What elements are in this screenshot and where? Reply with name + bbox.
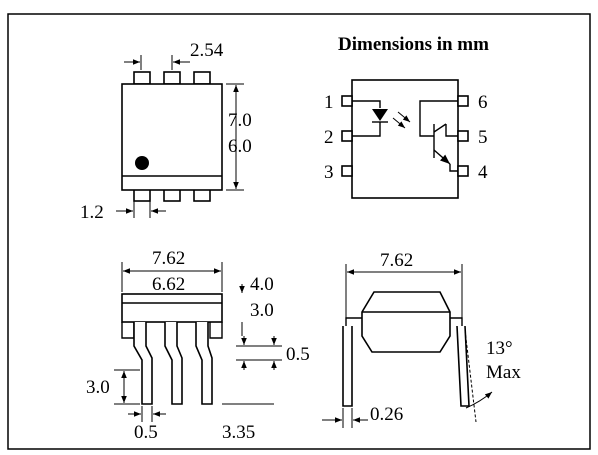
figure-title: Dimensions in mm — [338, 34, 489, 55]
pin-width-label: 1.2 — [80, 202, 104, 223]
pin-stub — [457, 165, 469, 177]
figure-border — [7, 13, 591, 450]
width-outer-label: 7.62 — [152, 248, 185, 269]
lead — [133, 322, 153, 405]
top-pin — [133, 71, 151, 85]
pin-stub — [341, 165, 353, 177]
pin-number: 6 — [478, 92, 488, 113]
pin-number: 5 — [478, 127, 488, 148]
pinout-diagram: 1 2 3 6 5 4 — [324, 79, 488, 199]
lead — [164, 322, 183, 405]
pin-number: 4 — [478, 162, 488, 183]
top-view: 2.54 7.0 6.0 1.2 — [80, 40, 252, 223]
pin-stub — [457, 130, 469, 142]
top-pin — [163, 71, 181, 85]
body-height-min-label: 3.0 — [250, 300, 274, 321]
pin-number: 2 — [324, 127, 334, 148]
bottom-pin — [133, 188, 151, 202]
end-lead — [342, 326, 353, 407]
seating-label: 3.35 — [222, 422, 255, 443]
package-body — [121, 83, 223, 191]
lead-gap-label: 0.5 — [286, 344, 310, 365]
angle-note-label: Max — [486, 362, 521, 383]
lead-length-label: 3.0 — [86, 377, 110, 398]
end-body — [361, 291, 451, 353]
pin-stub — [457, 95, 469, 107]
side-view: 7.62 6.62 4.0 3.0 0.5 3.0 — [86, 248, 310, 443]
body-height-max-label: 4.0 — [250, 274, 274, 295]
height-max-label: 7.0 — [228, 110, 252, 131]
led-icon — [352, 100, 411, 137]
lead-thickness-label: 0.26 — [370, 404, 403, 425]
lead — [195, 322, 213, 405]
side-body — [121, 293, 223, 323]
pin1-dot — [135, 156, 149, 170]
top-pin — [193, 71, 211, 85]
ic-body — [351, 79, 459, 199]
end-width-label: 7.62 — [380, 250, 413, 271]
bottom-pin — [193, 188, 211, 202]
pin-number: 1 — [324, 92, 334, 113]
angle-label: 13° — [486, 338, 513, 359]
width-inner-label: 6.62 — [152, 274, 185, 295]
pin-number: 3 — [324, 162, 334, 183]
end-view: 7.62 0.26 13° Max — [322, 250, 521, 428]
pin-stub — [341, 95, 353, 107]
lead-width-label: 0.5 — [134, 422, 158, 443]
phototransistor-icon — [419, 100, 458, 172]
bottom-pin — [163, 188, 181, 202]
height-min-label: 6.0 — [228, 136, 252, 157]
end-lead — [456, 325, 470, 407]
pitch-label: 2.54 — [190, 40, 224, 61]
pin-stub — [341, 130, 353, 142]
